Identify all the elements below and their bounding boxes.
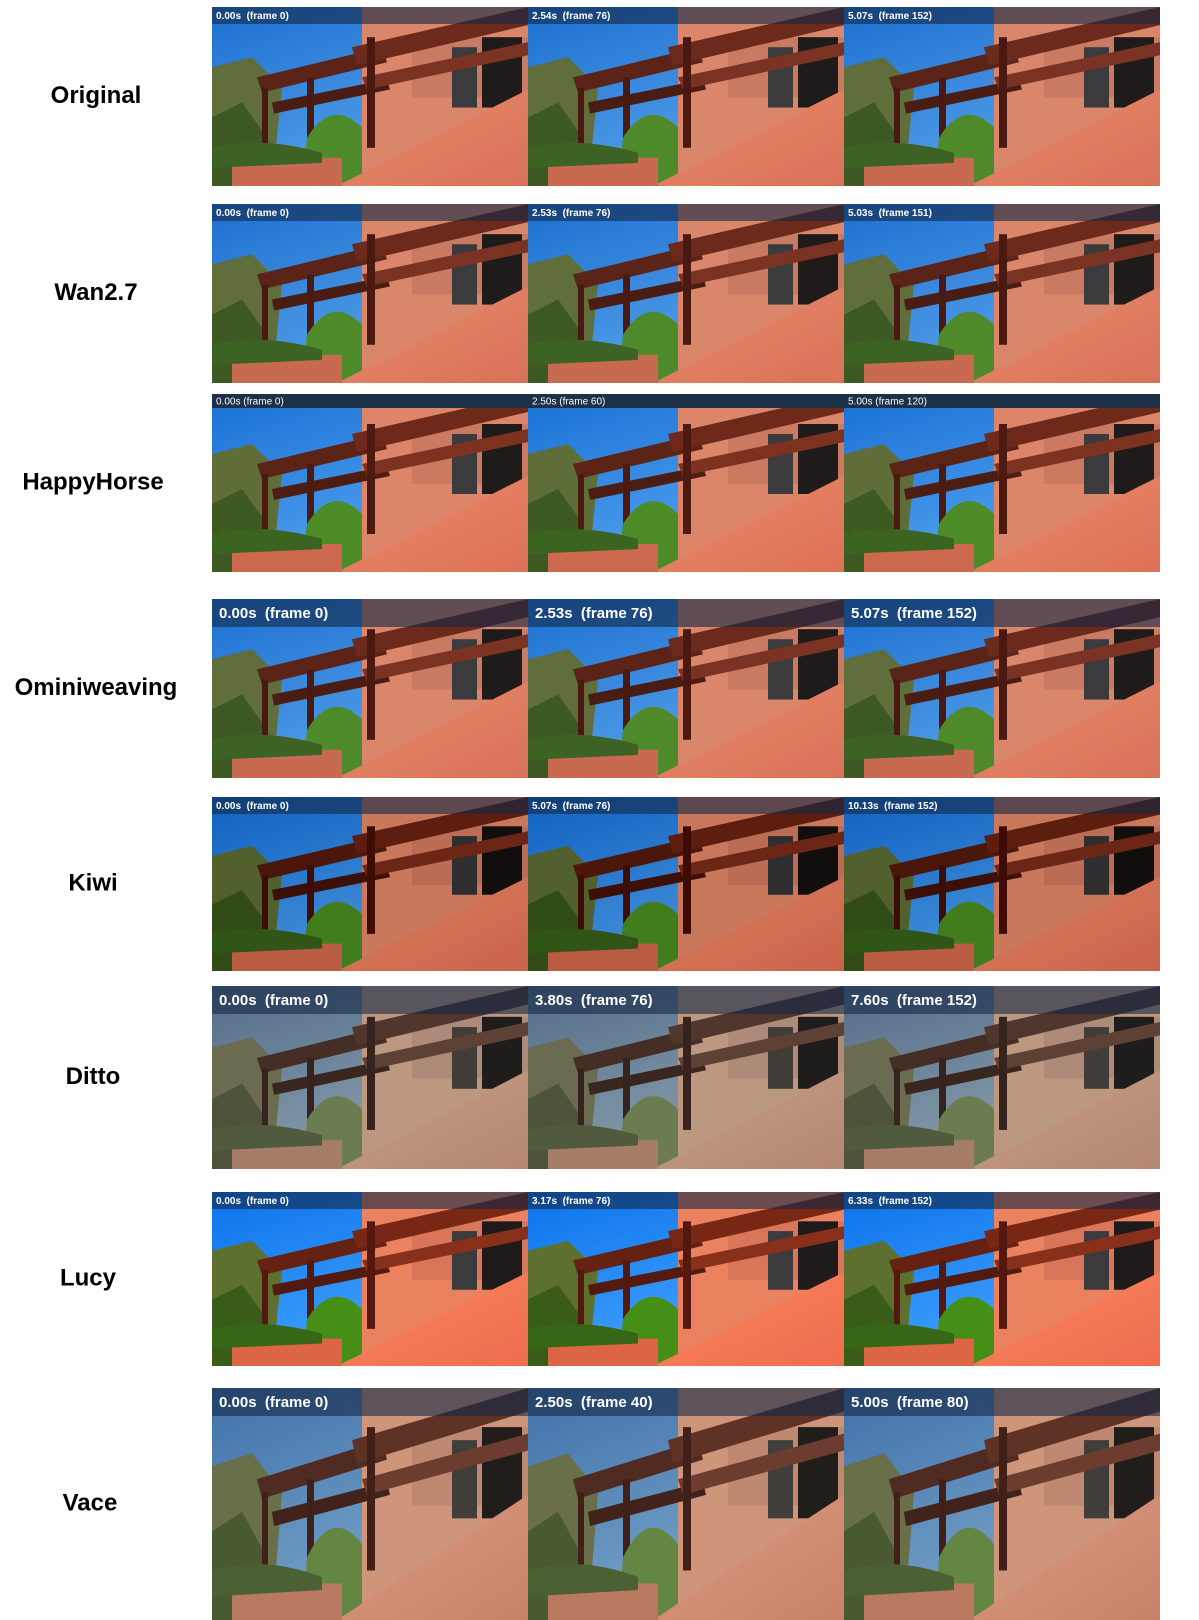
caption-bar xyxy=(528,394,844,408)
frame-caption: 5.07s (frame 76) xyxy=(532,801,610,812)
caption-bar xyxy=(528,986,844,1014)
video-frame: 0.00s (frame 0) xyxy=(212,1192,528,1366)
caption-bar xyxy=(528,7,844,24)
frame-caption: 5.07s (frame 152) xyxy=(848,11,932,22)
frame-caption: 0.00s (frame 0) xyxy=(219,605,328,622)
caption-bar xyxy=(212,1388,528,1416)
video-frame: 0.00s (frame 0) xyxy=(212,7,528,186)
row-label: HappyHorse xyxy=(22,468,163,495)
video-frame: 0.00s (frame 0) xyxy=(212,204,528,383)
caption-bar xyxy=(528,797,844,814)
frame-caption: 2.50s (frame 40) xyxy=(535,1394,653,1411)
video-frame: 0.00s (frame 0) xyxy=(212,986,528,1169)
frame-image xyxy=(212,394,528,572)
video-frame: 0.00s (frame 0) xyxy=(212,599,528,778)
video-frame: 2.54s (frame 76) xyxy=(528,7,844,186)
frame-caption: 0.00s (frame 0) xyxy=(216,208,289,219)
caption-bar xyxy=(844,7,1160,24)
row-label: Ominiweaving xyxy=(15,674,178,701)
video-frame: 5.00s (frame 120) xyxy=(844,394,1160,572)
caption-bar xyxy=(528,1388,844,1416)
caption-bar xyxy=(212,797,528,814)
video-frame: 0.00s (frame 0) xyxy=(212,797,528,971)
caption-bar xyxy=(844,797,1160,814)
frame-caption: 5.00s (frame 80) xyxy=(851,1394,969,1411)
video-frame: 5.03s (frame 151) xyxy=(844,204,1160,383)
row-label: Original xyxy=(51,82,142,109)
frame-image xyxy=(844,797,1160,971)
video-frame: 5.07s (frame 76) xyxy=(528,797,844,971)
frame-image xyxy=(212,797,528,971)
video-frame: 2.53s (frame 76) xyxy=(528,204,844,383)
video-frame: 3.17s (frame 76) xyxy=(528,1192,844,1366)
video-frame: 5.00s (frame 80) xyxy=(844,1388,1160,1620)
video-frame: 0.00s (frame 0) xyxy=(212,394,528,572)
frame-image xyxy=(528,394,844,572)
frame-caption: 6.33s (frame 152) xyxy=(848,1196,932,1207)
row-label: Wan2.7 xyxy=(54,279,137,306)
frame-caption: 0.00s (frame 0) xyxy=(219,992,328,1009)
row-label: Vace xyxy=(63,1489,118,1516)
frame-image xyxy=(212,1192,528,1366)
frame-caption: 0.00s (frame 0) xyxy=(219,1394,328,1411)
video-frame: 0.00s (frame 0) xyxy=(212,1388,528,1620)
frame-image xyxy=(844,1192,1160,1366)
frame-image xyxy=(844,204,1160,383)
caption-bar xyxy=(528,1192,844,1209)
caption-bar xyxy=(844,599,1160,627)
caption-bar xyxy=(528,204,844,221)
row-label: Kiwi xyxy=(68,869,117,896)
row-label: Lucy xyxy=(60,1264,117,1291)
frame-image xyxy=(212,204,528,383)
frame-image xyxy=(528,7,844,186)
caption-bar xyxy=(212,1192,528,1209)
frame-caption: 3.17s (frame 76) xyxy=(532,1196,610,1207)
frame-image xyxy=(212,7,528,186)
caption-bar xyxy=(528,599,844,627)
video-frame: 2.50s (frame 40) xyxy=(528,1388,844,1620)
frame-caption: 2.54s (frame 76) xyxy=(532,11,610,22)
frame-image xyxy=(528,797,844,971)
caption-bar xyxy=(844,204,1160,221)
frame-caption: 10.13s (frame 152) xyxy=(848,801,938,812)
caption-bar xyxy=(212,599,528,627)
caption-bar xyxy=(212,394,528,408)
video-frame: 5.07s (frame 152) xyxy=(844,7,1160,186)
frame-caption: 0.00s (frame 0) xyxy=(216,1196,289,1207)
frame-caption: 2.50s (frame 60) xyxy=(532,397,605,408)
frame-caption: 0.00s (frame 0) xyxy=(216,801,289,812)
caption-bar xyxy=(844,1192,1160,1209)
frame-caption: 5.00s (frame 120) xyxy=(848,397,927,408)
frame-image xyxy=(212,1388,528,1620)
frame-image xyxy=(844,394,1160,572)
video-frame: 6.33s (frame 152) xyxy=(844,1192,1160,1366)
frame-image xyxy=(528,1192,844,1366)
frame-caption: 2.53s (frame 76) xyxy=(535,605,653,622)
frame-caption: 5.07s (frame 152) xyxy=(851,605,977,622)
video-frame: 2.50s (frame 60) xyxy=(528,394,844,572)
row-label: Ditto xyxy=(66,1063,121,1090)
frame-caption: 7.60s (frame 152) xyxy=(851,992,977,1009)
caption-bar xyxy=(212,7,528,24)
frame-caption: 5.03s (frame 151) xyxy=(848,208,932,219)
video-frame: 10.13s (frame 152) xyxy=(844,797,1160,971)
caption-bar xyxy=(212,986,528,1014)
video-frame: 3.80s (frame 76) xyxy=(528,986,844,1169)
frame-caption: 0.00s (frame 0) xyxy=(216,11,289,22)
video-frame: 7.60s (frame 152) xyxy=(844,986,1160,1169)
frame-image xyxy=(528,1388,844,1620)
caption-bar xyxy=(844,1388,1160,1416)
caption-bar xyxy=(212,204,528,221)
frame-image xyxy=(844,1388,1160,1620)
frame-image xyxy=(528,204,844,383)
video-frame: 2.53s (frame 76) xyxy=(528,599,844,778)
frame-caption: 3.80s (frame 76) xyxy=(535,992,653,1009)
frame-image xyxy=(844,7,1160,186)
caption-bar xyxy=(844,986,1160,1014)
caption-bar xyxy=(844,394,1160,408)
video-frame: 5.07s (frame 152) xyxy=(844,599,1160,778)
frame-caption: 2.53s (frame 76) xyxy=(532,208,610,219)
frame-caption: 0.00s (frame 0) xyxy=(216,397,284,408)
